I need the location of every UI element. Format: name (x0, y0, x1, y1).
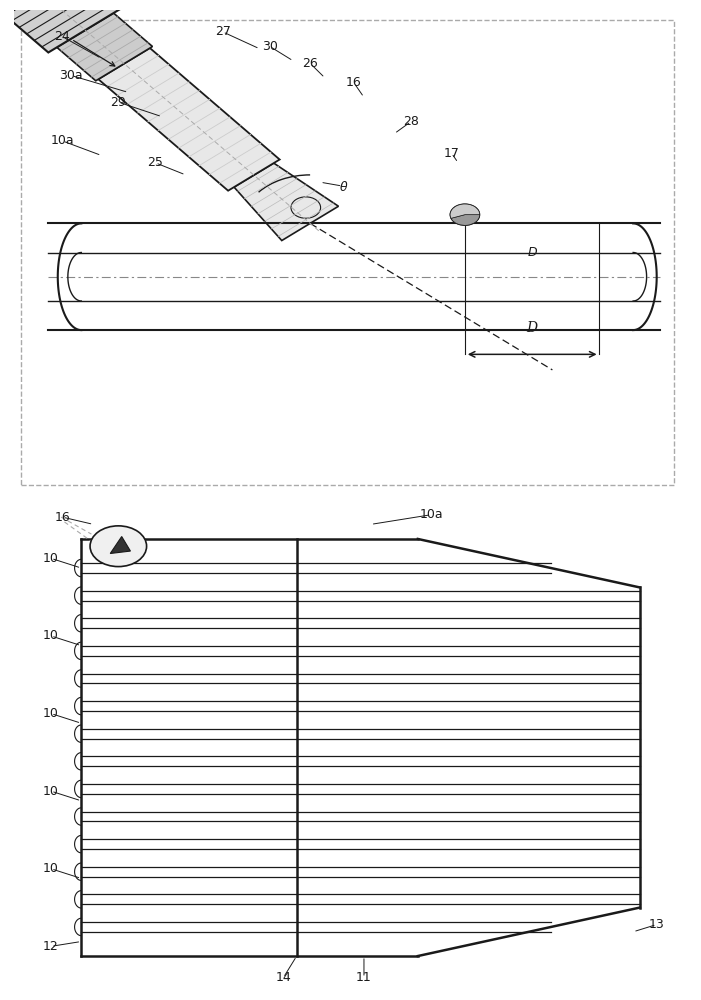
Text: 30a: 30a (60, 69, 83, 82)
Wedge shape (451, 215, 479, 225)
Text: 28: 28 (403, 115, 419, 128)
Text: 10: 10 (43, 552, 59, 565)
Circle shape (90, 526, 147, 567)
Text: 25: 25 (147, 156, 163, 169)
Polygon shape (0, 0, 69, 10)
Text: 16: 16 (346, 76, 362, 89)
Text: 17: 17 (444, 147, 459, 160)
Text: θ: θ (340, 181, 348, 194)
Text: 10: 10 (43, 707, 59, 720)
Text: 10: 10 (43, 785, 59, 798)
Text: 27: 27 (215, 25, 231, 38)
Text: 16: 16 (55, 511, 70, 524)
Circle shape (291, 197, 320, 218)
Text: 12: 12 (43, 940, 59, 953)
Text: 29: 29 (111, 96, 126, 109)
Text: 26: 26 (302, 57, 318, 70)
Text: 10: 10 (43, 629, 59, 642)
Polygon shape (234, 163, 339, 241)
Polygon shape (110, 537, 130, 554)
Text: 11: 11 (356, 971, 372, 984)
Text: D: D (526, 321, 538, 335)
Text: 30: 30 (261, 40, 278, 53)
Polygon shape (98, 48, 280, 191)
Text: 14: 14 (275, 971, 291, 984)
Text: 13: 13 (649, 918, 665, 931)
Polygon shape (5, 0, 122, 52)
Text: 10a: 10a (50, 134, 74, 147)
Text: D: D (527, 246, 537, 259)
Text: 10a: 10a (419, 508, 443, 521)
Text: 10: 10 (43, 862, 59, 875)
Polygon shape (57, 13, 153, 81)
Wedge shape (450, 204, 479, 218)
Text: 24: 24 (55, 30, 70, 43)
